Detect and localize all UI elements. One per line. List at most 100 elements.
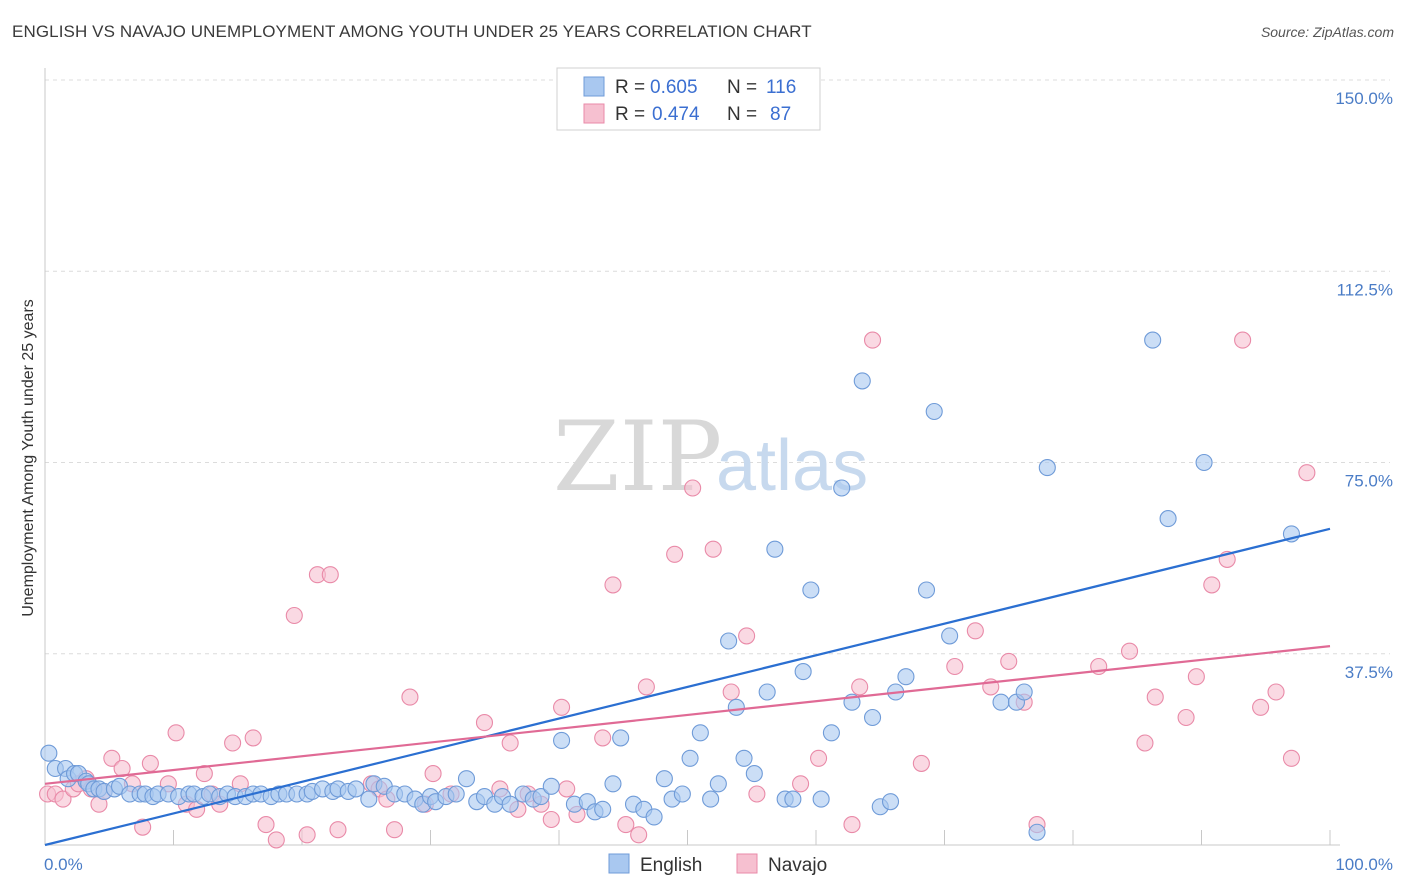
point-navajo-69 bbox=[1000, 652, 1018, 670]
point-english-101 bbox=[941, 627, 959, 645]
point-english-72 bbox=[655, 770, 673, 788]
x-tick-label-min: 0.0% bbox=[44, 855, 83, 874]
point-navajo-27 bbox=[298, 826, 316, 844]
point-navajo-57 bbox=[722, 683, 740, 701]
point-english-94 bbox=[863, 708, 882, 727]
point-english-105 bbox=[1028, 823, 1046, 841]
point-navajo-13 bbox=[141, 754, 159, 772]
point-navajo-9 bbox=[103, 749, 121, 767]
point-english-88 bbox=[802, 581, 820, 599]
point-english-77 bbox=[702, 790, 720, 808]
point-navajo-59 bbox=[748, 785, 766, 803]
point-navajo-25 bbox=[267, 831, 285, 849]
point-navajo-55 bbox=[684, 479, 702, 497]
point-navajo-37 bbox=[424, 765, 442, 783]
legend-r-value-english: 0.605 bbox=[650, 77, 698, 98]
y-tick-label-0: 37.5% bbox=[1345, 663, 1393, 682]
point-english-93 bbox=[853, 372, 871, 390]
axes bbox=[44, 68, 1340, 846]
point-english-76 bbox=[691, 724, 709, 742]
point-navajo-60 bbox=[792, 775, 810, 793]
point-english-68 bbox=[612, 729, 630, 747]
point-navajo-76 bbox=[1177, 708, 1195, 727]
y-tick-label-1: 75.0% bbox=[1345, 472, 1393, 491]
point-english-83 bbox=[758, 683, 776, 701]
point-navajo-61 bbox=[810, 749, 828, 767]
point-english-96 bbox=[881, 793, 900, 811]
y-axis-label: Unemployment Among Youth under 25 years bbox=[20, 299, 37, 617]
point-english-104 bbox=[1015, 683, 1033, 701]
point-english-108 bbox=[1159, 510, 1177, 528]
point-navajo-67 bbox=[966, 622, 984, 640]
point-navajo-82 bbox=[1267, 683, 1285, 701]
point-english-82 bbox=[745, 765, 763, 783]
point-navajo-34 bbox=[385, 821, 404, 839]
watermark: ZIP atlas bbox=[553, 401, 868, 513]
point-navajo-84 bbox=[1298, 464, 1316, 482]
legend-r-value-navajo: 0.474 bbox=[652, 104, 700, 125]
point-navajo-66 bbox=[946, 657, 964, 676]
gridlines bbox=[45, 79, 1390, 655]
point-english-51 bbox=[447, 785, 465, 803]
point-english-57 bbox=[501, 795, 519, 813]
source-label: Source: ZipAtlas.com bbox=[1260, 24, 1394, 40]
trend-line-navajo bbox=[44, 645, 1331, 785]
legend-r-label-english: R = bbox=[615, 77, 645, 98]
point-navajo-65 bbox=[912, 754, 930, 772]
watermark-zip: ZIP bbox=[553, 401, 722, 513]
point-english-62 bbox=[553, 731, 571, 750]
point-navajo-51 bbox=[617, 816, 635, 834]
point-navajo-41 bbox=[501, 734, 519, 752]
point-english-99 bbox=[917, 581, 936, 599]
point-navajo-45 bbox=[542, 810, 560, 829]
point-english-79 bbox=[720, 632, 738, 650]
point-navajo-63 bbox=[851, 678, 869, 696]
point-navajo-2 bbox=[54, 790, 72, 808]
point-english-87 bbox=[794, 663, 812, 681]
legend: R = 0.605 N = 116 R = 0.474 N = 87 bbox=[556, 67, 821, 131]
point-english-107 bbox=[1144, 331, 1162, 349]
legend-swatch-navajo bbox=[583, 103, 605, 124]
point-english-41 bbox=[360, 790, 378, 808]
point-english-102 bbox=[992, 693, 1010, 711]
point-navajo-58 bbox=[738, 627, 756, 645]
point-navajo-83 bbox=[1282, 749, 1300, 767]
point-navajo-78 bbox=[1203, 576, 1221, 594]
point-navajo-56 bbox=[704, 540, 722, 558]
legend-r-label-navajo: R = bbox=[615, 104, 645, 125]
point-english-60 bbox=[532, 787, 550, 806]
legend-n-label-english: N = bbox=[727, 77, 757, 98]
point-english-71 bbox=[645, 808, 663, 826]
legend-n-label-navajo: N = bbox=[727, 104, 757, 125]
point-english-100 bbox=[925, 402, 943, 421]
legend-n-value-english: 116 bbox=[766, 77, 796, 98]
y-tick-labels: 37.5% 75.0% 112.5% 150.0% bbox=[1335, 89, 1393, 682]
point-navajo-26 bbox=[285, 606, 303, 625]
point-navajo-47 bbox=[558, 780, 576, 798]
point-english-40 bbox=[347, 780, 365, 798]
point-navajo-46 bbox=[553, 698, 571, 716]
data-points bbox=[39, 331, 1316, 849]
point-english-90 bbox=[822, 724, 840, 742]
point-navajo-77 bbox=[1187, 668, 1205, 686]
point-english-0 bbox=[40, 744, 58, 762]
point-navajo-50 bbox=[604, 576, 622, 594]
point-english-81 bbox=[735, 749, 753, 767]
point-navajo-21 bbox=[224, 734, 242, 752]
point-navajo-62 bbox=[843, 816, 861, 834]
point-navajo-81 bbox=[1252, 698, 1270, 716]
point-english-86 bbox=[784, 790, 802, 808]
point-navajo-15 bbox=[167, 724, 185, 742]
point-english-91 bbox=[833, 479, 851, 497]
y-tick-label-2: 112.5% bbox=[1337, 280, 1393, 299]
point-navajo-54 bbox=[666, 545, 684, 563]
legend-swatch-english bbox=[583, 76, 605, 97]
bottom-legend: English Navajo bbox=[608, 853, 827, 876]
point-navajo-73 bbox=[1120, 642, 1139, 660]
point-english-74 bbox=[673, 785, 691, 803]
point-navajo-49 bbox=[594, 729, 612, 747]
point-english-75 bbox=[681, 749, 699, 767]
point-navajo-53 bbox=[637, 678, 655, 696]
point-navajo-24 bbox=[257, 816, 275, 834]
